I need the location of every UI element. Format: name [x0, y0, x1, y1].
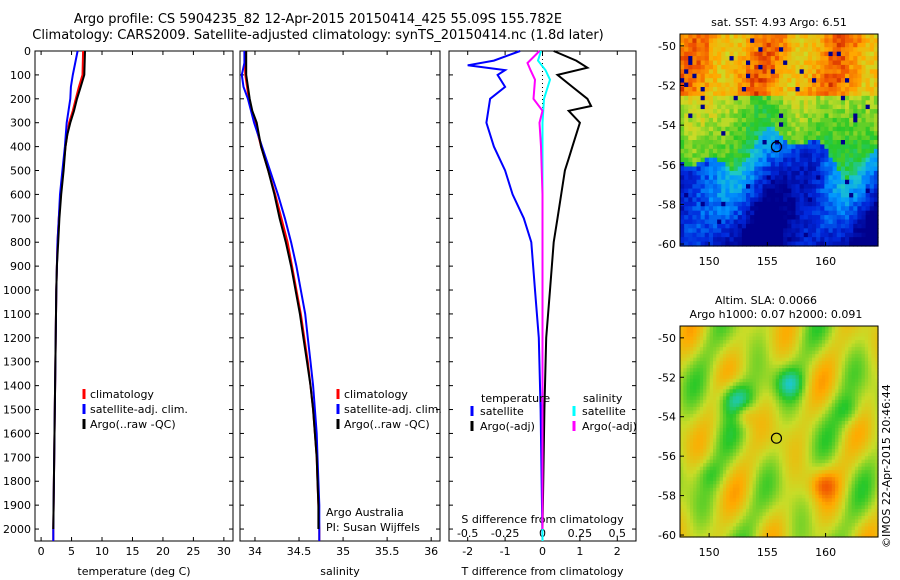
sst_map-frame: [679, 33, 879, 247]
figure-title-line1: Argo profile: CS 5904235_82 12-Apr-2015 …: [73, 12, 563, 27]
sst_map-ytick-label: -50: [658, 40, 676, 53]
sla-map-title-line2: Argo h1000: 0.07 h2000: 0.091: [690, 308, 863, 321]
sst-map-title: sat. SST: 4.93 Argo: 6.51: [711, 16, 847, 29]
salinity-xtick-label: 35.5: [375, 545, 400, 558]
temperature-legend-label: satellite-adj. clim.: [90, 403, 188, 416]
temperature-xtick-label: 30: [217, 545, 231, 558]
salinity-xtick-label: 34.5: [287, 545, 312, 558]
temperature-xtick-label: 10: [95, 545, 109, 558]
salinity-legend-label: climatology: [344, 388, 408, 401]
depth-tick-label: 1200: [3, 332, 31, 345]
temperature-xlabel: temperature (deg C): [77, 565, 190, 578]
depth-tick-label: 1600: [3, 427, 31, 440]
imos-watermark: ©IMOS 22-Apr-2015 20:46:44: [880, 348, 894, 548]
depth-tick-label: 1500: [3, 404, 31, 417]
sst_map-xtick-label: 160: [815, 255, 836, 268]
salinity-series-argo-raw-qc-: [245, 51, 320, 529]
difference-top-tick-label: -0.5: [457, 527, 478, 540]
sla_map-xtick-label: 155: [757, 546, 778, 559]
temperature-plot-frame: [34, 50, 234, 542]
sla_map-frame: [679, 325, 879, 538]
salinity-legend-label: satellite-adj. clim.: [344, 403, 442, 416]
temperature-xtick-label: 25: [186, 545, 200, 558]
sla_map-ytick-label: -60: [658, 529, 676, 542]
difference-xtick-label: -2: [462, 545, 473, 558]
depth-tick-label: 0: [24, 45, 31, 58]
sla_map-ytick-label: -52: [658, 371, 676, 384]
sst_map-xtick-label: 155: [757, 255, 778, 268]
legend-temperature-title: temperature: [481, 392, 550, 405]
depth-tick-label: 700: [10, 212, 31, 225]
sla_map-raster: [680, 326, 879, 538]
difference-xtick-label: 2: [614, 545, 621, 558]
sst_map-ytick-label: -60: [658, 238, 676, 251]
salinity-xtick-label: 34: [248, 545, 262, 558]
depth-tick-label: 1800: [3, 475, 31, 488]
depth-tick-label: 200: [10, 93, 31, 106]
difference-series-argo-adj-: [526, 50, 544, 529]
salinity-xtick-label: 36: [424, 545, 438, 558]
depth-tick-label: 1000: [3, 284, 31, 297]
sst_map-ytick-label: -52: [658, 80, 676, 93]
sla_map-ytick-label: -56: [658, 450, 676, 463]
difference-xtick-label: 1: [576, 545, 583, 558]
depth-tick-label: 1900: [3, 499, 31, 512]
depth-tick-label: 600: [10, 188, 31, 201]
legend-salinity-label: Argo(-adj): [582, 420, 637, 433]
salinity-legend-label: Argo(..raw -QC): [344, 418, 430, 431]
legend-salinity-title: salinity: [583, 392, 623, 405]
depth-tick-label: 100: [10, 69, 31, 82]
legend-temperature-label: satellite: [480, 405, 524, 418]
sst_map-xtick-label: 150: [699, 255, 720, 268]
pi-label: PI: Susan Wijffels: [326, 521, 420, 534]
sla_map-ytick-label: -50: [658, 332, 676, 345]
sla_map-argo-position-marker: [770, 432, 783, 444]
temperature-xtick-label: 0: [38, 545, 45, 558]
difference-top-tick-label: 0.5: [609, 527, 627, 540]
temperature-series-argo-raw-qc-: [52, 50, 86, 530]
temperature-xtick-label: 15: [125, 545, 139, 558]
legend-temperature-label: Argo(-adj): [480, 420, 535, 433]
sst_map-argo-position-marker: [770, 141, 783, 153]
difference-xtick-label: 0: [539, 545, 546, 558]
depth-tick-label: 500: [10, 165, 31, 178]
argo-australia-label: Argo Australia: [326, 506, 404, 519]
watermark-text: ©IMOS 22-Apr-2015 20:46:44: [880, 384, 893, 548]
salinity-plot-frame: [239, 50, 441, 542]
temperature-legend-label: climatology: [90, 388, 154, 401]
sla_map-ytick-label: -58: [658, 490, 676, 503]
difference-top-tick-label: 0.25: [568, 527, 593, 540]
legend-salinity-label: satellite: [582, 405, 626, 418]
sst_map-ytick-label: -56: [658, 159, 676, 172]
depth-tick-label: 1100: [3, 308, 31, 321]
difference-xlabel: T difference from climatology: [461, 565, 624, 578]
difference-xtick-label: -1: [500, 545, 511, 558]
depth-tick-label: 900: [10, 260, 31, 273]
sla_map-ytick-label: -54: [658, 411, 676, 424]
sla_map-xtick-label: 160: [815, 546, 836, 559]
depth-tick-label: 800: [10, 236, 31, 249]
temperature-xtick-label: 20: [156, 545, 170, 558]
depth-tick-label: 1400: [3, 380, 31, 393]
depth-tick-label: 2000: [3, 523, 31, 536]
temperature-xtick-label: 5: [68, 545, 75, 558]
difference-top-tick-label: -0.25: [491, 527, 519, 540]
salinity-xlabel: salinity: [320, 565, 360, 578]
salinity-xtick-label: 35: [336, 545, 350, 558]
difference-series-satellite: [467, 50, 544, 542]
sst_map-ytick-label: -58: [658, 198, 676, 211]
sst_map-ytick-label: -54: [658, 119, 676, 132]
depth-tick-label: 1300: [3, 356, 31, 369]
depth-tick-label: 400: [10, 141, 31, 154]
temperature-legend-label: Argo(..raw -QC): [90, 418, 176, 431]
sla_map-xtick-label: 150: [699, 546, 720, 559]
figure-title-line2: Climatology: CARS2009. Satellite-adjuste…: [32, 28, 604, 43]
difference-series-argo-adj-: [541, 50, 593, 530]
depth-tick-label: 1700: [3, 451, 31, 464]
sla-map-title: Altim. SLA: 0.0066: [715, 294, 817, 307]
depth-tick-label: 300: [10, 117, 31, 130]
sst_map-raster: [680, 34, 879, 247]
